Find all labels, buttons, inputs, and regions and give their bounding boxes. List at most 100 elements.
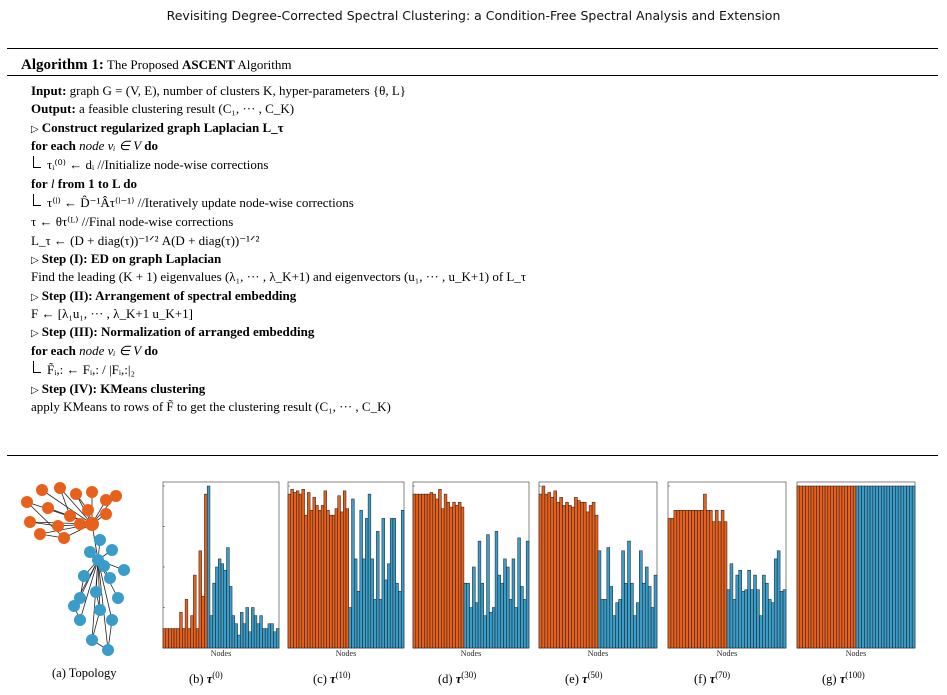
chart-bar bbox=[553, 490, 557, 649]
algo-keyword-do: from 1 to L do bbox=[57, 176, 137, 192]
chart-bar bbox=[577, 500, 581, 649]
chart-bar bbox=[217, 558, 222, 649]
chart-bar bbox=[209, 615, 213, 649]
chart-bar bbox=[720, 510, 725, 649]
chart-bar bbox=[717, 521, 722, 649]
graph-edge bbox=[59, 487, 93, 525]
chart-bar bbox=[449, 506, 453, 649]
chart-bar bbox=[298, 493, 303, 649]
algo-keyword-do: do bbox=[144, 342, 159, 358]
chart-bar bbox=[187, 628, 191, 649]
blue-node bbox=[90, 586, 102, 598]
algo-step-line: ▷ Step (III): Normalization of arranged e… bbox=[31, 323, 931, 341]
chart-bar bbox=[262, 628, 266, 649]
chart-bar bbox=[765, 582, 769, 649]
chart-bar bbox=[703, 493, 707, 649]
chart-bar bbox=[679, 510, 683, 649]
chart-bar bbox=[858, 485, 862, 649]
chart-bar bbox=[861, 485, 865, 649]
algo-io-line: Output: a feasible clustering result (C₁… bbox=[31, 100, 931, 118]
chart-bar bbox=[691, 510, 695, 649]
orange-node bbox=[54, 482, 66, 494]
chart-bar bbox=[864, 485, 868, 649]
chart-bar bbox=[256, 623, 260, 649]
chart-bar bbox=[603, 599, 608, 649]
blue-node bbox=[102, 644, 114, 656]
chart-bar bbox=[869, 485, 874, 649]
chart-bar bbox=[365, 518, 369, 649]
chart-bar bbox=[195, 628, 200, 649]
chart-bar bbox=[480, 582, 484, 649]
orange-node bbox=[100, 508, 112, 520]
caption-c: (c) τ(10) bbox=[313, 670, 351, 687]
algo-line: L_τ ← (D + diag(τ))⁻¹ᐟ² A(D + diag(τ))⁻¹… bbox=[31, 232, 931, 250]
algo-loop-line: for each node vᵢ ∈ V do bbox=[31, 137, 931, 155]
chart-bar bbox=[816, 485, 820, 649]
chart-bar bbox=[389, 518, 394, 649]
chart-bar bbox=[881, 485, 885, 649]
figure-row: Nodes Nodes Nodes Nodes Nodes Nodes (a) Topol… bbox=[0, 470, 947, 695]
chart-bar bbox=[223, 569, 227, 649]
chart-bar bbox=[841, 485, 846, 649]
chart-bar bbox=[198, 550, 202, 649]
chart-bar bbox=[497, 574, 501, 649]
algo-step-line: ▷ Step (I): ED on graph Laplacian bbox=[31, 250, 931, 268]
chart-bar bbox=[168, 628, 172, 649]
chart-bar bbox=[636, 602, 640, 649]
chart-bar bbox=[822, 485, 826, 649]
orange-node bbox=[70, 488, 82, 500]
blue-node bbox=[118, 564, 130, 576]
chart-bar bbox=[588, 505, 593, 649]
chart-bar bbox=[738, 569, 742, 649]
chart-bar bbox=[179, 612, 183, 649]
chart-bar bbox=[838, 485, 843, 649]
chart-bar bbox=[362, 558, 366, 649]
chart-bar bbox=[176, 628, 180, 649]
algo-step-key: Step (II) bbox=[41, 287, 89, 303]
chart-bar bbox=[354, 558, 358, 649]
chart-bar bbox=[900, 485, 905, 649]
chart-bar bbox=[395, 582, 399, 649]
chart-bar bbox=[267, 623, 271, 649]
orange-node bbox=[58, 532, 70, 544]
algo-step-text: : ED on graph Laplacian bbox=[83, 251, 222, 267]
algo-text: graph G = (V, E), number of clusters K, … bbox=[66, 83, 407, 98]
caption-g: (g) τ(100) bbox=[822, 670, 865, 687]
chart-bar bbox=[866, 485, 871, 649]
chart-bar bbox=[615, 602, 619, 649]
chart-bar bbox=[782, 589, 787, 649]
algo-keyword: Output: bbox=[31, 101, 76, 117]
blue-node bbox=[94, 534, 106, 546]
chart-bar bbox=[351, 498, 355, 649]
chart-bar bbox=[544, 493, 549, 649]
algo-step-key: Step (III) bbox=[41, 324, 94, 340]
chart-bar bbox=[248, 631, 252, 649]
chart-bar bbox=[356, 591, 361, 649]
chart-bar bbox=[193, 574, 197, 649]
chart-bar bbox=[323, 490, 327, 649]
chart-bar bbox=[520, 586, 524, 649]
chart-bar bbox=[426, 493, 431, 649]
chart-bar bbox=[270, 623, 274, 649]
chart-bar bbox=[547, 492, 552, 649]
algo-keyword: for bbox=[31, 176, 48, 192]
chart-bar bbox=[523, 599, 527, 649]
chart-bar bbox=[452, 501, 456, 649]
chart-bar bbox=[621, 550, 625, 649]
chart-bar bbox=[331, 514, 336, 649]
chart-bar bbox=[173, 628, 178, 649]
chart-bar bbox=[421, 493, 425, 649]
triangle-icon: ▷ bbox=[31, 328, 39, 340]
caption-d: (d) τ(30) bbox=[438, 670, 476, 687]
algo-loop-var: node vᵢ ∈ V bbox=[75, 137, 145, 153]
chart-bar bbox=[469, 607, 473, 649]
chart-bar bbox=[340, 511, 344, 649]
chart-bar bbox=[538, 493, 543, 649]
algorithm-label: Algorithm 1: bbox=[21, 57, 104, 73]
orange-node bbox=[36, 484, 48, 496]
chart-bar bbox=[685, 510, 689, 649]
algo-step-text: : Arrangement of spectral embedding bbox=[88, 287, 297, 303]
chart-bar bbox=[398, 591, 402, 649]
algo-step-line: ▷ Construct regularized graph Laplacian L… bbox=[31, 119, 931, 137]
chart-bar bbox=[911, 485, 916, 649]
